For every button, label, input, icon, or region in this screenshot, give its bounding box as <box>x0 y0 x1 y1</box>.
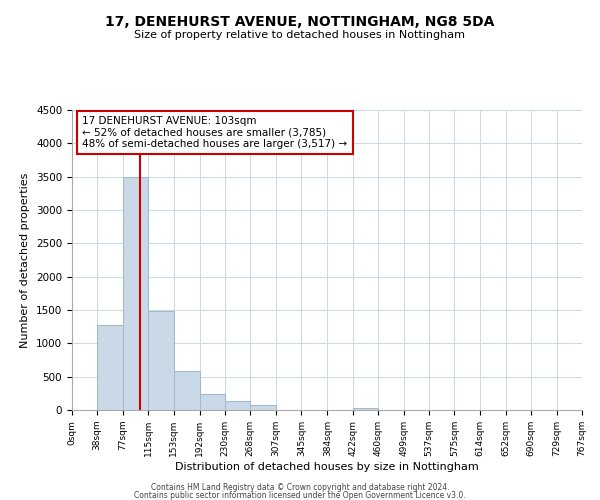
Text: 17 DENEHURST AVENUE: 103sqm
← 52% of detached houses are smaller (3,785)
48% of : 17 DENEHURST AVENUE: 103sqm ← 52% of det… <box>82 116 347 149</box>
Bar <box>250 404 276 410</box>
X-axis label: Distribution of detached houses by size in Nottingham: Distribution of detached houses by size … <box>175 462 479 471</box>
Bar <box>123 176 148 410</box>
Bar <box>174 372 200 410</box>
Bar <box>200 394 225 410</box>
Bar <box>225 400 250 410</box>
Text: Size of property relative to detached houses in Nottingham: Size of property relative to detached ho… <box>134 30 466 40</box>
Text: Contains public sector information licensed under the Open Government Licence v3: Contains public sector information licen… <box>134 490 466 500</box>
Bar <box>97 324 123 410</box>
Bar <box>148 312 174 410</box>
Bar <box>353 408 378 410</box>
Text: 17, DENEHURST AVENUE, NOTTINGHAM, NG8 5DA: 17, DENEHURST AVENUE, NOTTINGHAM, NG8 5D… <box>106 16 494 30</box>
Text: Contains HM Land Registry data © Crown copyright and database right 2024.: Contains HM Land Registry data © Crown c… <box>151 483 449 492</box>
Y-axis label: Number of detached properties: Number of detached properties <box>20 172 31 348</box>
